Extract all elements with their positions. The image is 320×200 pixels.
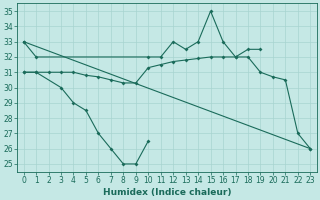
X-axis label: Humidex (Indice chaleur): Humidex (Indice chaleur) <box>103 188 231 197</box>
